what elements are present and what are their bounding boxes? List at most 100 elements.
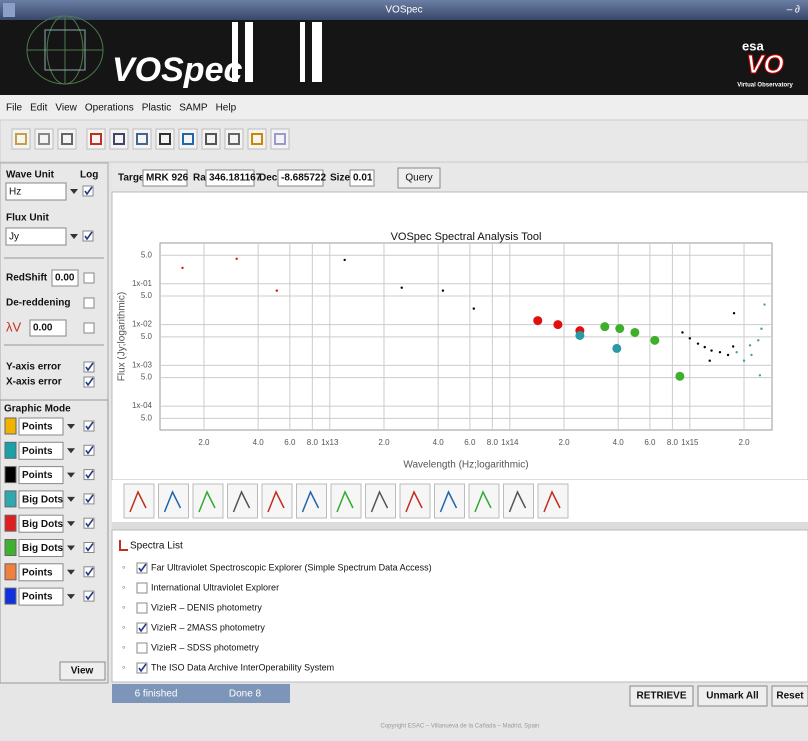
color-swatch[interactable] [5,564,16,580]
data-point [675,372,684,381]
button-label[interactable]: Query [405,173,432,184]
data-point [681,331,683,333]
x-tick-label: 1x14 [501,438,519,447]
banner-globe [27,16,103,84]
tree-item[interactable]: VizieR – DENIS photometry [151,602,262,612]
x-tick-label: 6.0 [284,438,296,447]
tree-item[interactable]: The ISO Data Archive InterOperability Sy… [151,662,334,672]
label: Size [330,173,350,184]
data-point [575,331,584,340]
menu-item[interactable]: Edit [30,103,47,114]
checkbox[interactable] [84,323,94,333]
splitter[interactable] [112,522,808,530]
analysis-tool[interactable] [435,484,465,518]
checkbox[interactable] [137,603,147,613]
data-point [757,339,759,341]
tree-toggle[interactable]: ◦ [122,643,126,654]
color-swatch[interactable] [5,491,16,507]
button-label[interactable]: View [71,666,94,677]
toolbar-button[interactable] [133,129,151,149]
mode-value: Points [22,446,53,457]
data-point [553,320,562,329]
toolbar-button[interactable] [202,129,220,149]
button-label[interactable]: RETRIEVE [636,691,686,702]
analysis-tool[interactable] [400,484,430,518]
analysis-tool[interactable] [331,484,361,518]
toolbar-button[interactable] [110,129,128,149]
data-point [473,307,475,309]
x-tick-label: 2.0 [738,438,750,447]
data-point [733,312,735,314]
label: Wave Unit [6,170,55,181]
analysis-tool[interactable] [124,484,154,518]
tree-toggle[interactable]: ◦ [122,663,126,674]
window-controls[interactable]: – ∂ [787,5,800,16]
color-swatch[interactable] [5,418,16,434]
y-tick-label: 1x-04 [132,401,153,410]
analysis-tool[interactable] [159,484,189,518]
color-swatch[interactable] [5,540,16,556]
data-point [276,289,278,291]
analysis-tool[interactable] [538,484,568,518]
analysis-tool[interactable] [504,484,534,518]
color-swatch[interactable] [5,588,16,604]
toolbar-button[interactable] [58,129,76,149]
menu-item[interactable]: Operations [85,103,134,114]
data-point [343,259,345,261]
toolbar-button[interactable] [248,129,266,149]
data-point [401,287,403,289]
field-value: 0.00 [55,273,75,284]
button-label[interactable]: Reset [776,691,804,702]
y-tick-label: 5.0 [141,373,153,382]
menu-item[interactable]: File [6,103,23,114]
toolbar-button[interactable] [12,129,30,149]
analysis-tool[interactable] [366,484,396,518]
tree-toggle[interactable]: ◦ [122,583,126,594]
checkbox[interactable] [137,643,147,653]
menu-item[interactable]: Plastic [142,103,171,114]
button-label[interactable]: Unmark All [706,691,759,702]
mode-value: Big Dots [22,519,64,530]
data-point [533,316,542,325]
analysis-tool[interactable] [262,484,292,518]
data-point [615,324,624,333]
tree-root: Spectra List [130,541,183,552]
data-point [710,349,712,351]
menu-item[interactable]: Help [216,103,237,114]
menu-item[interactable]: View [55,103,77,114]
data-point [689,337,691,339]
tree-toggle[interactable]: ◦ [122,563,126,574]
footer: Copyright ESAC – Villanueva de la Cañada… [381,724,540,730]
x-tick-label: 6.0 [644,438,656,447]
tree-item[interactable]: VizieR – SDSS photometry [151,642,259,652]
color-swatch[interactable] [5,515,16,531]
tree-item[interactable]: VizieR – 2MASS photometry [151,622,265,632]
color-swatch[interactable] [5,467,16,483]
tree-item[interactable]: Far Ultraviolet Spectroscopic Explorer (… [151,562,432,572]
toolbar-button[interactable] [87,129,105,149]
toolbar-button[interactable] [271,129,289,149]
menu-item[interactable]: SAMP [179,103,208,114]
color-swatch[interactable] [5,442,16,458]
tree-item[interactable]: International Ultraviolet Explorer [151,582,279,592]
app-icon [3,3,15,17]
toolbar-button[interactable] [225,129,243,149]
label: Flux Unit [6,213,49,224]
mode-value: Points [22,592,53,603]
toolbar-button[interactable] [35,129,53,149]
tree-toggle[interactable]: ◦ [122,623,126,634]
y-tick-label: 5.0 [141,291,153,300]
toolbar-button[interactable] [179,129,197,149]
label: λV [6,319,22,334]
checkbox[interactable] [84,273,94,283]
tree-toggle[interactable]: ◦ [122,603,126,614]
analysis-tool[interactable] [193,484,223,518]
checkbox[interactable] [137,583,147,593]
y-tick-label: 1x-01 [132,279,153,288]
y-tick-label: 1x-03 [132,360,153,369]
analysis-tool[interactable] [297,484,327,518]
analysis-tool[interactable] [469,484,499,518]
toolbar-button[interactable] [156,129,174,149]
analysis-tool[interactable] [228,484,258,518]
checkbox[interactable] [84,298,94,308]
